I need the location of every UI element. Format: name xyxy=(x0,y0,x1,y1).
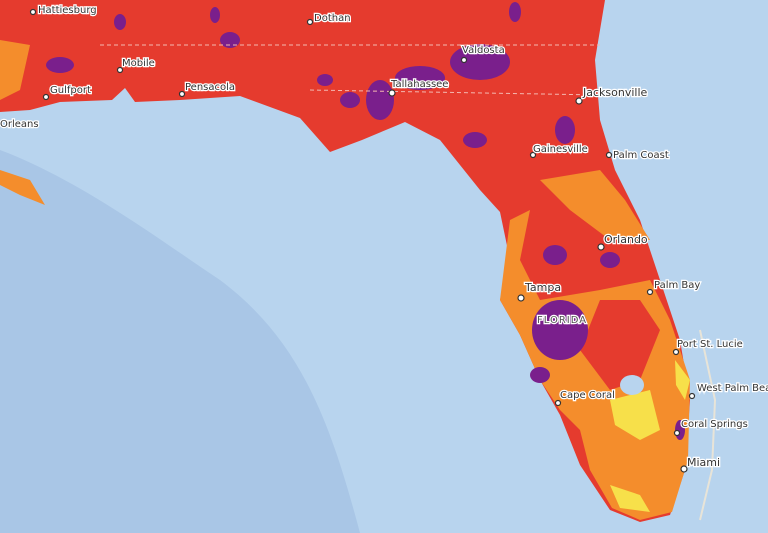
city-label: Coral Springs xyxy=(681,419,748,430)
city-label: Mobile xyxy=(122,58,155,69)
city-label: West Palm Beach xyxy=(697,383,768,394)
yellow-zone xyxy=(610,360,690,512)
city-label: Cape Coral xyxy=(560,390,615,401)
deep-water xyxy=(0,150,360,533)
city-label: Dothan xyxy=(314,13,351,24)
city-label: Valdosta xyxy=(462,45,505,56)
lake xyxy=(620,375,644,395)
orange-zone xyxy=(540,170,650,240)
city-label: Tampa xyxy=(524,281,561,294)
city-dots xyxy=(29,8,696,473)
city-label: Orleans xyxy=(0,119,39,130)
land xyxy=(580,300,660,390)
city-label: Palm Coast xyxy=(613,150,669,161)
city-label: Gainesville xyxy=(533,144,588,155)
city-label: Orlando xyxy=(604,233,648,246)
state-label: FLORIDA xyxy=(537,315,587,326)
land xyxy=(0,0,690,522)
city-label: Tallahassee xyxy=(390,79,448,90)
orange-zone xyxy=(0,40,45,205)
purple-zones xyxy=(46,2,685,440)
city-label: Port St. Lucie xyxy=(677,339,743,350)
city-label: Pensacola xyxy=(185,82,235,93)
city-label: Jacksonville xyxy=(582,86,648,99)
city-label: Miami xyxy=(687,456,720,469)
city-label: Gulfport xyxy=(50,85,91,96)
city-label: Palm Bay xyxy=(654,280,700,291)
barrier-island xyxy=(699,329,717,521)
state-border xyxy=(100,44,601,96)
city-label: Hattiesburg xyxy=(38,5,97,16)
